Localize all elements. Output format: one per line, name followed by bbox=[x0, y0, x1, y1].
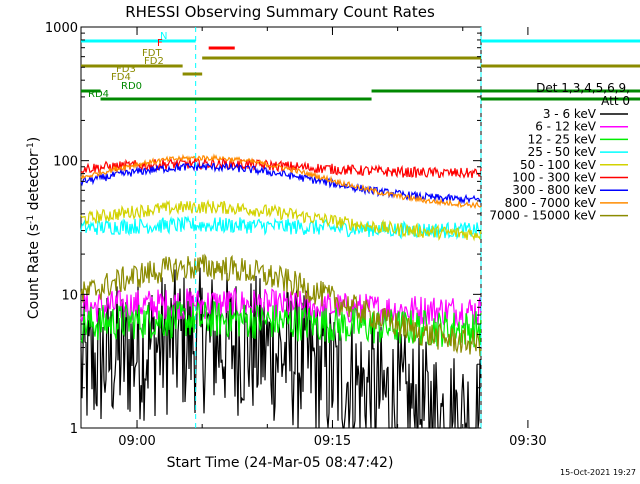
event-lines bbox=[195, 27, 482, 428]
x-tick-label: 09:30 bbox=[509, 434, 546, 449]
flag-label-f: F bbox=[157, 38, 163, 49]
y-axis: 1 10 100 1000 bbox=[45, 21, 481, 437]
flag-label-fdt: FDT bbox=[142, 48, 162, 59]
x-tick-label: 09:15 bbox=[314, 434, 351, 449]
ylabel-part: Count Rate (s bbox=[26, 224, 42, 319]
flag-label-fd3: FD3 bbox=[116, 64, 136, 75]
y-axis-label: Count Rate (s-1 detector-1) bbox=[26, 137, 42, 319]
x-tick-label: 09:00 bbox=[118, 434, 155, 449]
chart-title: RHESSI Observing Summary Count Rates bbox=[125, 3, 435, 21]
series-line-6 bbox=[80, 161, 482, 205]
series-line-4 bbox=[80, 198, 482, 242]
x-axis-label: Start Time (24-Mar-05 08:47:42) bbox=[167, 455, 394, 471]
y-tick-label: 1 bbox=[70, 422, 78, 437]
series-line-7 bbox=[80, 153, 482, 210]
y-tick-label: 10 bbox=[61, 288, 78, 303]
legend-label: 50 - 100 keV bbox=[520, 158, 597, 172]
legend-label: 300 - 800 keV bbox=[512, 183, 596, 197]
y-tick-label: 100 bbox=[53, 155, 78, 170]
legend-label: 800 - 7000 keV bbox=[505, 196, 597, 210]
flag-label-n: N bbox=[160, 31, 167, 42]
timestamp: 15-Oct-2021 19:27 bbox=[560, 468, 636, 477]
flag-label-fd2: FD2 bbox=[144, 56, 164, 67]
y-tick-label: 1000 bbox=[45, 21, 78, 36]
legend-label: 7000 - 15000 keV bbox=[489, 209, 596, 223]
legend-label: 3 - 6 keV bbox=[543, 107, 597, 121]
legend-header-line: Det 1,3,4,5,6,9, bbox=[536, 81, 630, 95]
legend-label: 25 - 50 keV bbox=[528, 145, 597, 159]
flag-label-fd4: FD4 bbox=[111, 72, 131, 83]
series-line-1 bbox=[80, 287, 482, 329]
series-line-5 bbox=[80, 156, 482, 179]
series-line-3 bbox=[80, 215, 482, 240]
ylabel-part: detector bbox=[26, 151, 42, 215]
ylabel-superscript: -1 bbox=[26, 142, 36, 151]
legend-label: 6 - 12 keV bbox=[535, 120, 597, 134]
legend-label: 12 - 25 keV bbox=[528, 132, 597, 146]
legend-label: 100 - 300 keV bbox=[512, 171, 596, 185]
ylabel-part: ) bbox=[26, 137, 42, 142]
series-layer bbox=[80, 153, 482, 429]
flag-label-rd4: RD4 bbox=[88, 89, 109, 100]
series-line-0 bbox=[80, 267, 482, 429]
series-line-8 bbox=[80, 253, 482, 357]
flag-label-rd0: RD0 bbox=[121, 81, 142, 92]
legend-header-line: Att 0 bbox=[601, 94, 630, 108]
ylabel-superscript: -1 bbox=[26, 215, 36, 224]
